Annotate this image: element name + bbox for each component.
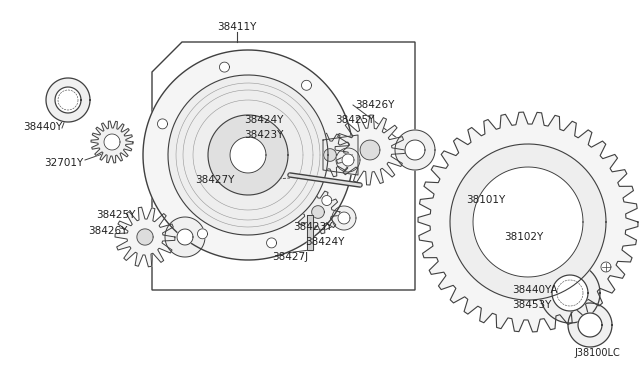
Polygon shape [157, 119, 168, 129]
Polygon shape [115, 207, 175, 267]
Polygon shape [312, 206, 324, 218]
Polygon shape [473, 167, 583, 277]
Text: 38427J: 38427J [272, 252, 308, 262]
Polygon shape [165, 217, 205, 257]
Polygon shape [91, 121, 133, 163]
Text: 38440YA: 38440YA [512, 285, 557, 295]
Text: 38440Y: 38440Y [24, 122, 63, 132]
Polygon shape [301, 80, 312, 90]
Text: 38424Y: 38424Y [305, 237, 344, 247]
Polygon shape [307, 215, 313, 250]
Polygon shape [578, 313, 602, 337]
Polygon shape [324, 149, 336, 161]
Polygon shape [55, 87, 81, 113]
Polygon shape [46, 78, 90, 122]
Polygon shape [342, 154, 354, 166]
Polygon shape [405, 140, 425, 160]
Text: 38425Y: 38425Y [335, 115, 374, 125]
Polygon shape [322, 196, 332, 205]
Polygon shape [143, 50, 353, 260]
Polygon shape [601, 262, 611, 272]
Polygon shape [395, 130, 435, 170]
Polygon shape [266, 238, 276, 248]
Text: 38427Y: 38427Y [195, 175, 234, 185]
Polygon shape [137, 229, 153, 245]
Text: 38423Y: 38423Y [244, 130, 284, 140]
Text: 38426Y: 38426Y [88, 226, 127, 236]
Text: 38426Y: 38426Y [355, 100, 394, 110]
Text: 38424Y: 38424Y [244, 115, 284, 125]
Polygon shape [230, 137, 266, 173]
Polygon shape [323, 135, 358, 175]
Polygon shape [104, 134, 120, 150]
Polygon shape [540, 263, 600, 323]
Text: 38411Y: 38411Y [218, 22, 257, 32]
Polygon shape [332, 206, 356, 230]
Polygon shape [450, 144, 606, 300]
Text: 38453Y: 38453Y [512, 300, 552, 310]
Polygon shape [552, 275, 588, 311]
Text: 38101Y: 38101Y [466, 195, 505, 205]
Polygon shape [177, 229, 193, 245]
Polygon shape [360, 140, 380, 160]
Polygon shape [418, 112, 638, 332]
Text: 38423Y: 38423Y [293, 222, 332, 232]
Polygon shape [335, 115, 405, 185]
Polygon shape [338, 212, 350, 224]
Polygon shape [198, 229, 207, 239]
Text: 38425Y: 38425Y [96, 210, 136, 220]
Text: 32701Y: 32701Y [44, 158, 84, 168]
Polygon shape [568, 303, 612, 347]
Text: 38102Y: 38102Y [504, 232, 543, 242]
Polygon shape [220, 62, 230, 72]
Polygon shape [336, 148, 360, 172]
Polygon shape [308, 133, 352, 177]
Text: J38100LC: J38100LC [574, 348, 620, 358]
Polygon shape [168, 75, 328, 235]
Polygon shape [296, 190, 340, 234]
Polygon shape [208, 115, 288, 195]
